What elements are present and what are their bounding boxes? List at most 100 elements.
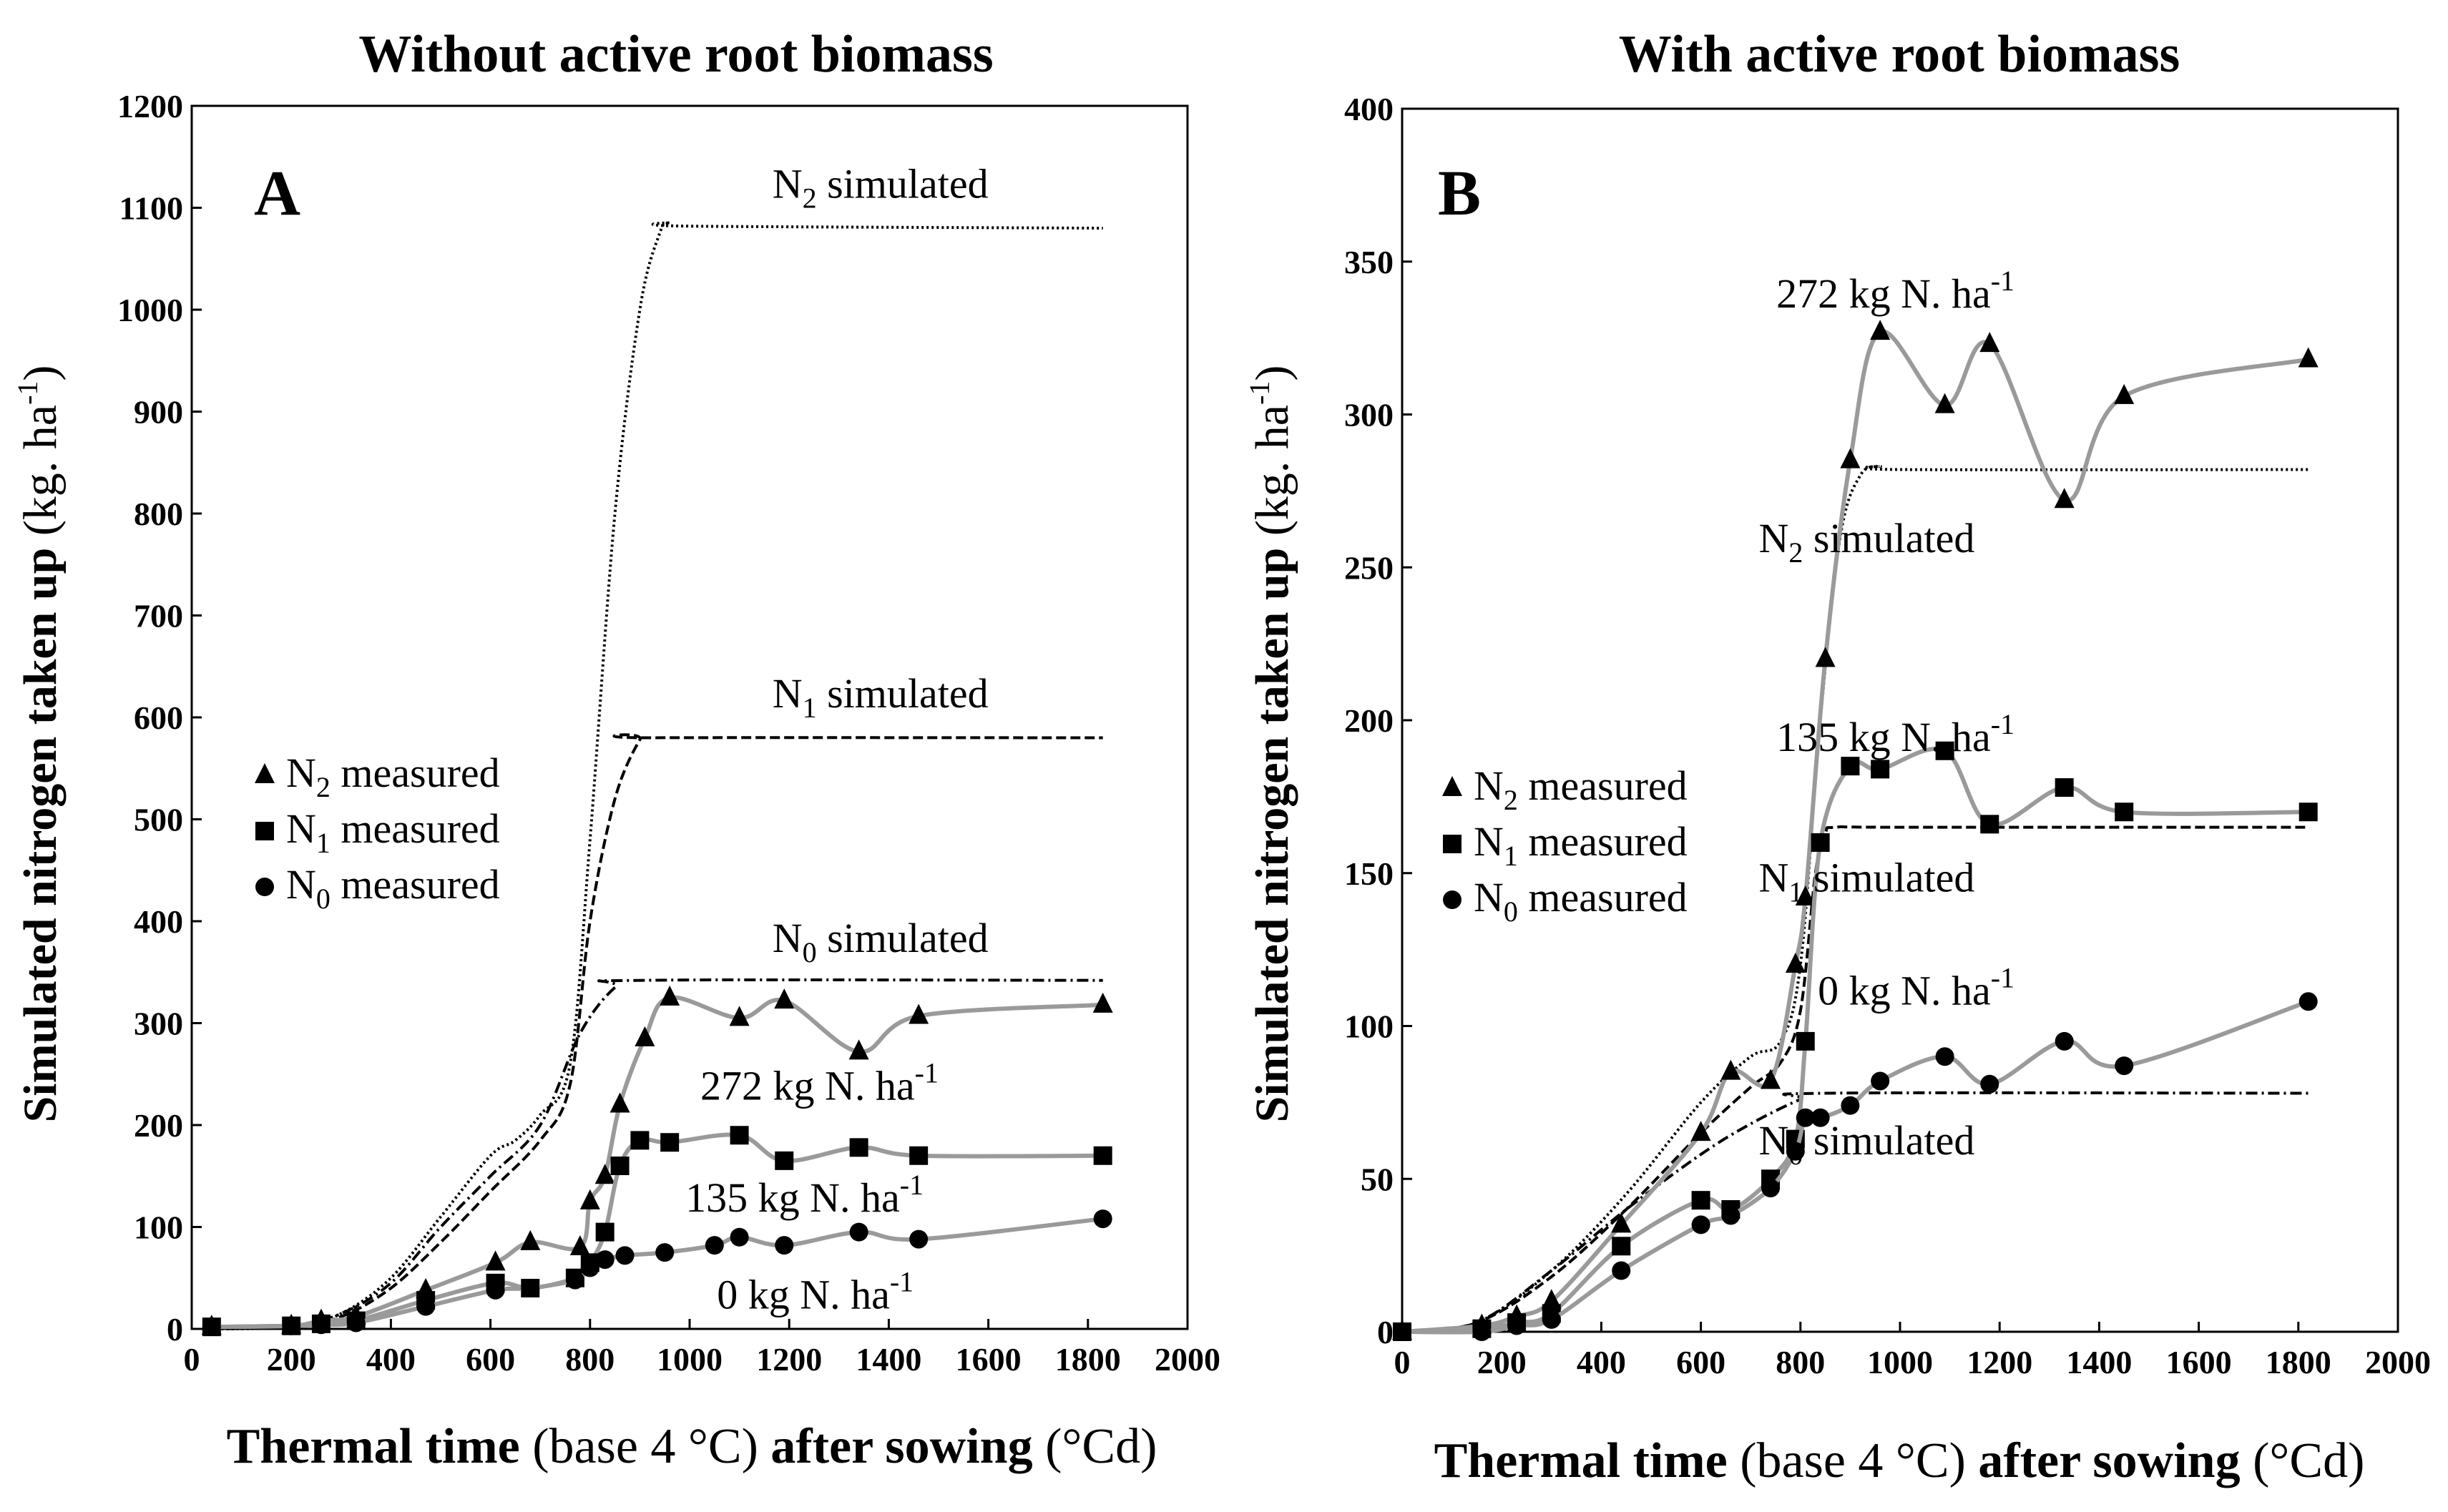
data-point-n0-measured xyxy=(909,1229,929,1249)
y-tick-label: 350 xyxy=(1344,244,1394,280)
x-tick-label: 1600 xyxy=(2166,1344,2232,1380)
data-point-n0-measured xyxy=(311,1315,331,1335)
data-point-n0-measured xyxy=(775,1236,794,1255)
legend-marker xyxy=(1442,776,1462,796)
data-point-n1-measured xyxy=(2055,778,2074,797)
legend-entry-sub: 1 xyxy=(316,827,331,859)
series-annotation: 0 kg N. ha-1 xyxy=(1818,962,2014,1014)
data-point-n0-measured xyxy=(346,1313,366,1332)
x-tick-label: 800 xyxy=(565,1341,615,1378)
series-annotation-sub: 0 xyxy=(1788,1139,1803,1171)
y-tick-label: 0 xyxy=(1377,1314,1394,1350)
data-point-n1-measured xyxy=(1935,741,1954,760)
series-annotation-base: N xyxy=(773,160,803,207)
data-point-n1-measured xyxy=(1691,1191,1710,1210)
y-tick-label: 200 xyxy=(134,1107,183,1144)
y-tick-label: 800 xyxy=(134,496,183,532)
data-point-n0-measured xyxy=(705,1236,724,1255)
series-annotation-base: 272 kg N. ha xyxy=(700,1062,915,1109)
legend-entry-rest: measured xyxy=(1518,874,1688,921)
data-point-n0-measured xyxy=(730,1227,749,1247)
x-tick-label: 1200 xyxy=(756,1341,822,1378)
legend-entry-sub: 0 xyxy=(316,883,331,915)
y-tick-label: 500 xyxy=(134,802,183,838)
data-point-n2-measured xyxy=(2054,488,2075,509)
series-annotation-rest: simulated xyxy=(817,915,989,961)
data-point-n0-measured xyxy=(1612,1261,1631,1280)
y-tick-label: 300 xyxy=(1344,397,1394,433)
data-point-n2-measured xyxy=(909,1003,929,1024)
series-annotation-rest: simulated xyxy=(1803,854,1974,900)
data-point-n1-measured xyxy=(1796,1031,1815,1051)
data-point-n1-measured xyxy=(595,1222,615,1242)
series-annotation-base: 0 kg N. ha xyxy=(717,1272,890,1318)
data-point-n1-measured xyxy=(630,1131,650,1150)
data-point-n1-measured xyxy=(1980,815,1999,834)
data-point-n2-measured xyxy=(2114,383,2135,404)
x-tick-label: 1400 xyxy=(856,1341,921,1378)
x-tick-label: 1400 xyxy=(2066,1344,2132,1380)
panel-a: Without active root biomass Simulated ni… xyxy=(11,25,1220,1474)
series-annotation-sup: -1 xyxy=(1991,265,2014,297)
legend-entry-sub: 2 xyxy=(316,771,331,803)
data-point-n1-measured xyxy=(849,1138,868,1157)
data-point-n2-measured xyxy=(1611,1212,1632,1233)
series-line-n0-simulated xyxy=(1401,1091,2309,1333)
data-point-n0-measured xyxy=(1542,1310,1561,1329)
data-point-n2-measured xyxy=(660,985,680,1006)
series-annotation: 135 kg N. ha-1 xyxy=(1776,708,2014,760)
y-axis-label: Simulated nitrogen taken up (kg. ha-1) xyxy=(11,365,67,1123)
series-annotation-rest: simulated xyxy=(817,160,989,207)
series-annotation-base: N xyxy=(1758,515,1788,561)
series-annotation-sup: -1 xyxy=(1991,708,2014,740)
legend-entry-sub: 1 xyxy=(1504,840,1518,872)
x-tick-label: 1200 xyxy=(1967,1344,2032,1380)
data-point-n0-measured xyxy=(1691,1215,1710,1234)
data-point-n1-measured xyxy=(730,1126,749,1145)
legend-entry-base: N xyxy=(286,750,316,796)
x-tick-label: 1000 xyxy=(657,1341,723,1378)
series-annotation-base: 135 kg N. ha xyxy=(1776,714,1991,760)
series-annotation-base: N xyxy=(773,915,803,961)
series-annotation-sup: -1 xyxy=(900,1169,924,1201)
x-tick-label: 2000 xyxy=(1155,1341,1220,1378)
legend-entry-rest: measured xyxy=(1518,818,1688,865)
series-annotation-base: N xyxy=(1758,1117,1788,1164)
y-axis-label: Simulated nitrogen taken up (kg. ha-1) xyxy=(1243,365,1298,1123)
legend-entry: N2 measured xyxy=(286,750,500,803)
series-annotation-sup: -1 xyxy=(915,1056,939,1089)
series-line-n1-measured xyxy=(1401,747,2309,1334)
legend-entry-base: N xyxy=(1474,818,1504,865)
x-tick-label: 600 xyxy=(466,1341,515,1378)
x-tick-label: 400 xyxy=(1577,1344,1626,1380)
x-tick-label: 800 xyxy=(1776,1344,1825,1380)
y-tick-label: 100 xyxy=(134,1209,183,1246)
series-annotation-base: 0 kg N. ha xyxy=(1818,968,1991,1014)
series-annotation-base: 272 kg N. ha xyxy=(1776,270,1991,317)
x-tick-label: 200 xyxy=(1477,1344,1527,1380)
data-point-n0-measured xyxy=(1761,1179,1781,1198)
data-point-n0-measured xyxy=(1935,1047,1954,1066)
data-point-n0-measured xyxy=(416,1297,436,1316)
data-point-n0-measured xyxy=(1393,1322,1411,1341)
x-tick-label: 200 xyxy=(267,1341,316,1378)
data-point-n2-measured xyxy=(520,1229,541,1250)
data-point-n2-measured xyxy=(1979,332,2000,353)
y-tick-label: 1000 xyxy=(117,292,183,328)
data-point-n2-measured xyxy=(1690,1121,1711,1142)
series-annotation-sub: 2 xyxy=(1788,536,1803,569)
data-point-n2-measured xyxy=(729,1006,750,1026)
data-point-n1-measured xyxy=(2115,802,2134,822)
series-annotation-sup: -1 xyxy=(890,1266,914,1298)
data-point-n2-measured xyxy=(569,1235,590,1255)
legend-entry: N1 measured xyxy=(1474,818,1688,872)
series-annotation-sub: 1 xyxy=(1788,875,1803,908)
y-tick-label: 200 xyxy=(1344,702,1394,739)
series-annotation-sub: 0 xyxy=(803,936,817,968)
series-annotation: N1 simulated xyxy=(773,670,989,724)
data-point-n0-measured xyxy=(1841,1096,1860,1115)
data-point-n1-measured xyxy=(775,1151,794,1170)
x-tick-label: 600 xyxy=(1676,1344,1725,1380)
series-annotation: 135 kg N. ha-1 xyxy=(685,1169,924,1221)
data-point-n2-measured xyxy=(774,988,795,1009)
